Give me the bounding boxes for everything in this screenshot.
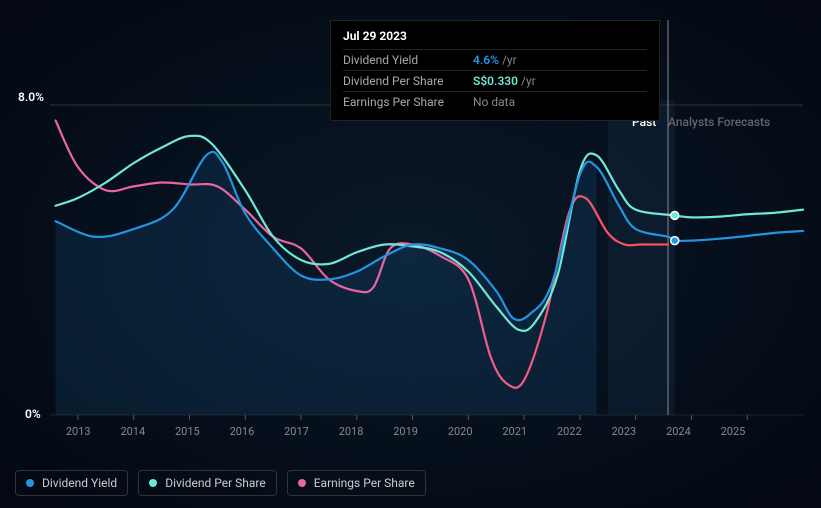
x-tick-label: 2016 — [230, 425, 285, 438]
x-tick-label: 2019 — [393, 425, 448, 438]
legend-item-dividend-per-share[interactable]: Dividend Per Share — [138, 470, 277, 496]
x-tick-label: 2017 — [284, 425, 339, 438]
x-tick-label: 2024 — [666, 425, 721, 438]
legend-dot-icon — [298, 479, 306, 487]
tooltip-value: No data — [473, 95, 515, 109]
legend-item-earnings-per-share[interactable]: Earnings Per Share — [287, 470, 426, 496]
tooltip-row: Earnings Per Share No data — [343, 91, 647, 112]
forecast-label: Analysts Forecasts — [668, 115, 770, 129]
chart-tooltip: Jul 29 2023 Dividend Yield 4.6%/yr Divid… — [330, 20, 660, 121]
y-axis-max-label: 8.0% — [18, 90, 44, 104]
x-tick-label: 2021 — [502, 425, 557, 438]
tooltip-value: 4.6%/yr — [473, 53, 517, 67]
x-tick-label: 2023 — [612, 425, 667, 438]
legend-label: Dividend Per Share — [165, 476, 266, 490]
x-tick-label: 2013 — [66, 425, 121, 438]
tooltip-row: Dividend Yield 4.6%/yr — [343, 49, 647, 70]
x-tick-label: 2022 — [557, 425, 612, 438]
x-tick-label: 2014 — [120, 425, 175, 438]
tooltip-label: Dividend Yield — [343, 53, 473, 67]
tooltip-label: Dividend Per Share — [343, 74, 473, 88]
legend-label: Earnings Per Share — [314, 476, 415, 490]
legend-label: Dividend Yield — [42, 476, 117, 490]
legend-dot-icon — [149, 479, 157, 487]
tooltip-value: S$0.330/yr — [473, 74, 536, 88]
tooltip-label: Earnings Per Share — [343, 95, 473, 109]
tooltip-date: Jul 29 2023 — [343, 29, 647, 43]
x-tick-label: 2018 — [339, 425, 394, 438]
x-tick-label: 2015 — [175, 425, 230, 438]
y-axis-min-label: 0% — [25, 407, 41, 421]
tooltip-row: Dividend Per Share S$0.330/yr — [343, 70, 647, 91]
x-tick-label: 2020 — [448, 425, 503, 438]
legend-dot-icon — [26, 479, 34, 487]
x-tick-label: 2025 — [721, 425, 776, 438]
x-axis-labels: 2013201420152016201720182019202020212022… — [66, 425, 775, 438]
chart-legend: Dividend Yield Dividend Per Share Earnin… — [15, 470, 426, 496]
legend-item-dividend-yield[interactable]: Dividend Yield — [15, 470, 128, 496]
